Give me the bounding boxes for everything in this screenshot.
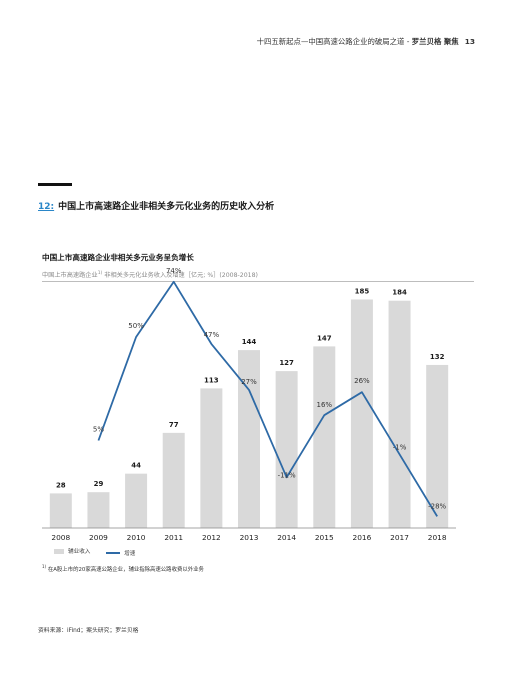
- bar-value-label-2016: 185: [355, 287, 370, 295]
- section-title: 12: 中国上市高速路企业非相关多元化业务的历史收入分析: [38, 199, 274, 212]
- bar-2016: [350, 299, 373, 528]
- bar-2010: [125, 473, 148, 528]
- footnote-marker: 1): [42, 564, 47, 569]
- bar-value-label-2012: 113: [204, 376, 219, 384]
- bar-2011: [162, 432, 185, 528]
- growth-label-2013: 27%: [241, 378, 257, 386]
- growth-label-2016: 26%: [354, 377, 370, 385]
- bar-2012: [200, 388, 223, 528]
- bar-value-label-2017: 184: [392, 289, 407, 297]
- growth-label-2014: -11%: [278, 471, 296, 479]
- bar-value-label-2015: 147: [317, 334, 332, 342]
- section-title-text: 中国上市高速路企业非相关多元化业务的历史收入分析: [58, 202, 275, 212]
- x-tick-2010: 2010: [127, 533, 146, 542]
- bar-2008: [49, 493, 72, 528]
- bar-2018: [426, 364, 449, 528]
- bar-value-label-2013: 144: [242, 338, 257, 346]
- bar-2015: [313, 346, 336, 528]
- growth-label-2017: -1%: [393, 443, 407, 451]
- x-tick-2008: 2008: [51, 533, 70, 542]
- growth-label-2010: 50%: [128, 322, 144, 330]
- source-note: 资料来源：iFind；案头研究；罗兰贝格: [38, 628, 139, 634]
- legend-label-revenue: 辅业收入: [68, 549, 91, 555]
- x-tick-2012: 2012: [202, 533, 221, 542]
- bar-2013: [238, 350, 260, 528]
- chart-subtitle: 中国上市高速路企业1) 非相关多元化业务收入及增速［亿元; %］(2008-20…: [42, 270, 258, 279]
- subtitle-rule: [42, 281, 474, 282]
- x-tick-2011: 2011: [164, 533, 183, 542]
- bar-value-label-2009: 29: [94, 480, 104, 488]
- x-tick-2013: 2013: [240, 533, 259, 542]
- page-header: 十四五新起点—中国高速公路企业的破局之道 - 罗兰贝格 聚焦 13: [257, 36, 475, 47]
- x-tick-2017: 2017: [390, 533, 409, 542]
- bar-value-label-2010: 44: [131, 462, 141, 470]
- x-tick-2018: 2018: [428, 533, 447, 542]
- bar-value-label-2014: 127: [279, 359, 294, 367]
- section-number: 12:: [38, 202, 55, 212]
- legend-item-revenue: 辅业收入: [54, 547, 90, 555]
- legend-label-growth: 增速: [124, 550, 136, 557]
- growth-label-2012: 47%: [204, 331, 220, 339]
- x-tick-2014: 2014: [277, 533, 296, 542]
- header-text: 十四五新起点—中国高速公路企业的破局之道 -: [256, 37, 412, 46]
- section-rule: [38, 183, 72, 186]
- chart-subtitle-sup: 1): [97, 270, 103, 276]
- bar-value-label-2008: 28: [56, 481, 66, 489]
- growth-label-2018: -28%: [428, 502, 446, 510]
- bar-value-label-2011: 77: [169, 421, 179, 429]
- chart-subtitle-rest: 非相关多元化业务收入及增速［亿元; %］(2008-2018): [102, 272, 258, 279]
- legend-item-growth: 增速: [106, 549, 135, 557]
- growth-label-2011: 74%: [166, 267, 182, 275]
- growth-label-2015: 16%: [316, 401, 332, 409]
- x-tick-2009: 2009: [89, 533, 108, 542]
- bar-2009: [87, 492, 110, 528]
- growth-label-2009: 5%: [93, 426, 104, 434]
- chart-title: 中国上市高速路企业非相关多元业务呈负增长: [42, 253, 194, 262]
- bar-value-label-2018: 132: [430, 353, 445, 361]
- bar-2014: [275, 371, 298, 528]
- chart-subtitle-main: 中国上市高速路企业: [42, 272, 98, 279]
- bar-2017: [388, 300, 411, 528]
- x-tick-2015: 2015: [315, 533, 334, 542]
- footnote-text: 在A股上市的20家高速公路企业，辅业指除高速公路收费以外业务: [46, 566, 204, 573]
- legend-swatch-bar: [54, 548, 64, 554]
- page-number: 13: [464, 37, 475, 46]
- x-tick-2016: 2016: [353, 533, 372, 542]
- header-brand: 罗兰贝格 聚焦: [411, 37, 459, 46]
- chart-legend: 辅业收入 增速: [54, 547, 149, 557]
- growth-line: [97, 280, 438, 517]
- footnote: 1) 在A股上市的20家高速公路企业，辅业指除高速公路收费以外业务: [42, 564, 204, 573]
- legend-swatch-line: [106, 551, 121, 554]
